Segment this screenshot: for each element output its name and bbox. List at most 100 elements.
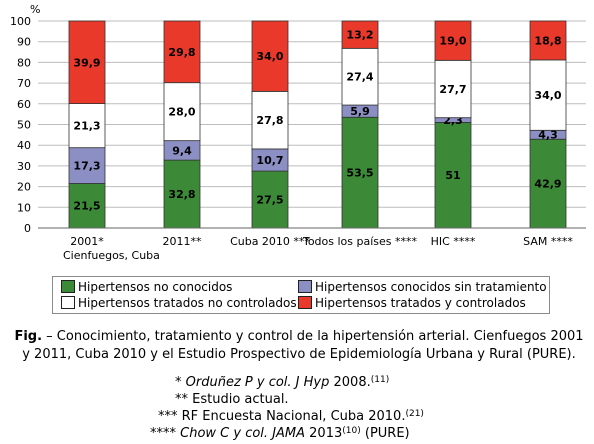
legend-swatch [298,280,312,293]
reference-1: * Orduñez P y col. J Hyp 2008.(11) [175,374,389,391]
bar-segment-hipertensos-no-conocidos [251,170,289,229]
bar-segment-hipertensos-conocidos-sin-tratamiento [68,147,106,184]
y-tick-label-40: 40 [17,139,31,152]
y-tick-label-50: 50 [17,119,31,132]
legend-swatch [298,296,312,309]
data-label-hipertensos-tratados-y-controlados: 18,8 [534,34,561,47]
chart-legend: Hipertensos no conocidos Hipertensos con… [52,276,550,314]
x-tick-label-cuba-2010: Cuba 2010 *** [230,235,310,248]
caption-text: – Conocimiento, tratamiento y control de… [22,329,584,362]
data-label-hipertensos-tratados-no-controlados: 27,7 [439,83,466,96]
data-label-hipertensos-conocidos-sin-tratamiento: 5,9 [350,105,370,118]
legend-label: Hipertensos tratados y controlados [315,296,526,310]
data-label-hipertensos-conocidos-sin-tratamiento: 9,4 [172,144,192,157]
ref-text: ** Estudio actual. [175,392,289,407]
y-tick-label-90: 90 [17,36,31,49]
data-label-hipertensos-tratados-no-controlados: 28,0 [168,106,195,119]
y-tick-label-10: 10 [17,201,31,214]
ref-citation: (21) [405,409,424,419]
y-gridlines [38,20,586,208]
bar-stack-sam: 42,9 4,3 34,0 18,8 [529,20,567,229]
legend-label: Hipertensos conocidos sin tratamiento [315,280,547,294]
data-label-hipertensos-tratados-no-controlados: 34,0 [534,89,561,102]
ref-tail: (PURE) [360,426,410,441]
x-tick-label-sam: SAM **** [523,235,573,248]
bar-segment-hipertensos-tratados-no-controlados [163,82,201,142]
bar-segment-hipertensos-tratados-y-controlados [163,20,201,84]
ref-mark: **** [150,426,181,441]
legend-item-tratados-controlados: Hipertensos tratados y controlados [298,296,526,310]
data-label-hipertensos-conocidos-sin-tratamiento: 17,3 [73,160,100,173]
bar-stack-cuba-2010: 27,5 10,7 27,8 34,0 [251,20,289,229]
bar-stack-2001: 21,5 17,3 21,3 39,9 [68,20,106,229]
y-tick-label-100: 100 [10,15,31,28]
data-label-hipertensos-tratados-no-controlados: 21,3 [73,120,100,133]
bar-segment-hipertensos-no-conocidos [529,138,567,229]
reference-4: **** Chow C y col. JAMA 2013(10) (PURE) [150,425,410,442]
legend-item-conocidos-sin-tratamiento: Hipertensos conocidos sin tratamiento [298,280,547,294]
y-axis-ticks: 0 10 20 30 40 50 60 70 80 90 100 [10,15,31,235]
data-label-hipertensos-conocidos-sin-tratamiento: 4,3 [538,129,558,142]
ref-authors: Orduñez P y col. J Hyp [185,375,330,390]
data-label-hipertensos-tratados-y-controlados: 39,9 [73,56,100,69]
ref-year: 2013 [305,426,343,441]
data-label-hipertensos-no-conocidos: 32,8 [168,188,195,201]
reference-3: *** RF Encuesta Nacional, Cuba 2010.(21) [158,408,424,425]
y-tick-label-30: 30 [17,160,31,173]
legend-swatch [61,280,75,293]
x-tick-label-todos-los-pa-ses: Todos los países **** [302,235,418,248]
data-label-hipertensos-no-conocidos: 51 [445,169,460,182]
x-tick-label-hic: HIC **** [431,235,476,248]
y-tick-label-60: 60 [17,98,31,111]
legend-label: Hipertensos tratados no controlados [78,296,297,310]
ref-text: *** RF Encuesta Nacional, Cuba 2010. [158,409,406,424]
ref-year: 2008. [329,375,371,390]
bar-segment-hipertensos-tratados-no-controlados [434,59,472,119]
bar-stack-todos-los-pa-ses: 53,5 5,9 27,4 13,2 [341,20,379,229]
bar-segment-hipertensos-no-conocidos [434,122,472,229]
x-tick-label-2011: 2011** [163,235,202,248]
y-tick-label-0: 0 [24,222,31,235]
figure-caption: Fig. – Conocimiento, tratamiento y contr… [10,328,588,364]
bar-segment-hipertensos-tratados-y-controlados [251,20,289,92]
data-label-hipertensos-tratados-y-controlados: 19,0 [439,35,466,48]
bar-segment-hipertensos-tratados-y-controlados [341,20,379,49]
ref-citation: (11) [370,375,390,385]
bar-segment-hipertensos-tratados-no-controlados [68,103,106,149]
x-axis-labels: 2001* 2011** Cuba 2010 ***Todos los países… [70,235,573,248]
bar-segment-hipertensos-tratados-no-controlados [341,47,379,106]
ref-mark: * [175,375,186,390]
y-unit-label: % [30,3,40,16]
data-label-hipertensos-no-conocidos: 53,5 [346,167,373,180]
data-label-hipertensos-tratados-y-controlados: 13,2 [346,29,373,42]
reference-2: ** Estudio actual. [175,391,289,408]
y-tick-label-70: 70 [17,77,31,90]
ref-authors: Chow C y col. JAMA [180,426,306,441]
data-label-hipertensos-tratados-no-controlados: 27,4 [346,71,373,84]
x-axis-sublabel: Cienfuegos, Cuba [63,249,160,262]
legend-swatch [61,296,75,309]
x-tick-label-2001: 2001* [70,235,104,248]
y-tick-label-20: 20 [17,181,31,194]
bar-stack-hic: 512,327,719,0 [434,20,472,229]
data-label-hipertensos-no-conocidos: 27,5 [256,194,283,207]
bar-stack-2011: 32,8 9,4 28,0 29,8 [163,20,201,229]
bar-segment-hipertensos-tratados-y-controlados [529,20,567,61]
caption-lead: Fig. [14,329,43,344]
data-label-hipertensos-no-conocidos: 42,9 [534,178,561,191]
legend-label: Hipertensos no conocidos [78,280,233,294]
bar-stacks: 21,517,321,339,932,89,428,029,827,510,72… [68,20,567,229]
legend-item-no-conocidos: Hipertensos no conocidos [61,280,232,294]
bar-segment-hipertensos-tratados-y-controlados [434,20,472,61]
data-label-hipertensos-tratados-y-controlados: 29,8 [168,46,195,59]
y-tick-label-80: 80 [17,56,31,69]
data-label-hipertensos-tratados-no-controlados: 27,8 [256,114,283,127]
data-label-hipertensos-conocidos-sin-tratamiento: 10,7 [256,154,283,167]
data-label-hipertensos-no-conocidos: 21,5 [73,200,100,213]
bar-segment-hipertensos-tratados-y-controlados [68,20,106,104]
data-label-hipertensos-tratados-y-controlados: 34,0 [256,50,283,63]
stacked-bar-chart: % 0 10 20 30 40 50 60 70 80 90 100 21,5 17,3 21,3 39,… [10,3,586,262]
bar-segment-hipertensos-tratados-no-controlados [529,59,567,131]
legend-item-tratados-no-controlados: Hipertensos tratados no controlados [61,296,297,310]
ref-citation: (10) [342,426,361,436]
